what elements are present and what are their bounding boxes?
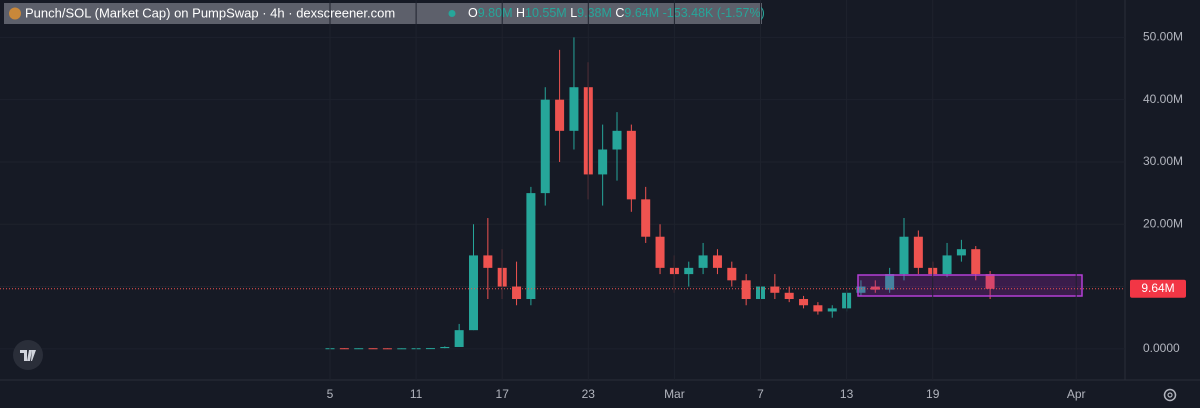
candle-body — [770, 286, 780, 293]
candle-body — [555, 99, 565, 131]
candle-body — [956, 249, 966, 256]
candle-body — [698, 255, 708, 268]
x-tick-label: 11 — [410, 387, 423, 401]
candle-body — [483, 255, 493, 268]
y-tick-label: 30.00M — [1143, 154, 1183, 168]
y-tick-label: 0.0000 — [1143, 341, 1180, 355]
legend-change: -153.48K (-1.57%) — [663, 6, 765, 20]
legend-value: 9.64M — [624, 6, 659, 20]
x-tick-label: 5 — [327, 387, 334, 401]
candle-body — [684, 267, 694, 275]
range-box — [857, 274, 1083, 297]
y-tick-label: 40.00M — [1143, 92, 1183, 106]
legend-box — [4, 3, 762, 24]
candle-body — [799, 299, 809, 306]
candle-body — [469, 255, 478, 331]
candle-body — [870, 286, 880, 290]
candle-body — [440, 346, 450, 349]
x-tick-label: 19 — [926, 387, 940, 401]
candle-body — [741, 280, 751, 300]
x-tick-label: Apr — [1067, 387, 1086, 401]
legend-value: 9.38M — [577, 6, 612, 20]
candle-body — [382, 348, 392, 350]
ohlc-legend: O9.80M H10.55M L9.38M C9.64M -153.48K (-… — [468, 6, 765, 20]
tv-logo — [13, 340, 43, 370]
legend-key: H — [516, 6, 525, 20]
y-tick-label: 20.00M — [1143, 216, 1183, 230]
candle-body — [612, 130, 622, 150]
candle-body — [784, 292, 794, 300]
candle-body — [641, 199, 651, 237]
candle-body — [985, 274, 995, 289]
candle-body — [339, 348, 349, 350]
candle-body — [655, 236, 665, 268]
candle-body — [913, 236, 923, 268]
chart-title: Punch/SOL (Market Cap) on PumpSwap · 4h … — [25, 5, 395, 20]
x-tick-label: 17 — [496, 387, 510, 401]
candle-body — [540, 99, 550, 194]
x-tick-label: 7 — [757, 387, 764, 401]
settings-icon[interactable] — [1163, 388, 1177, 402]
last-price-tag — [1130, 279, 1186, 298]
legend-key: O — [468, 6, 478, 20]
x-tick-label: Mar — [664, 387, 685, 401]
candle-body — [942, 255, 952, 275]
candle-body — [712, 255, 722, 268]
candle-body — [598, 149, 608, 175]
status-dot — [448, 10, 456, 17]
candle-body — [425, 348, 435, 350]
y-tick-label: 50.00M — [1143, 30, 1183, 44]
candle-body — [512, 286, 522, 300]
candle-body — [727, 267, 737, 281]
legend-value: 9.80M — [478, 6, 513, 20]
x-tick-label: 13 — [840, 387, 854, 401]
candle-body — [899, 236, 909, 275]
x-tick-label: 23 — [582, 387, 596, 401]
candle-body — [813, 305, 823, 312]
legend-key: C — [615, 6, 624, 20]
candle-body — [569, 87, 579, 131]
candle-body — [354, 348, 364, 350]
token-icon — [9, 7, 21, 20]
candle-body — [526, 193, 536, 300]
candle-body — [971, 249, 981, 275]
candle-body — [856, 286, 866, 293]
last-price-label: 9.64M — [1141, 281, 1174, 295]
legend-key: L — [570, 6, 577, 20]
candle-body — [626, 130, 636, 200]
candle-body — [454, 330, 464, 347]
candle-body — [368, 348, 378, 350]
legend-value: 10.55M — [525, 6, 567, 20]
candle-body — [827, 308, 837, 312]
candle-body — [885, 274, 895, 290]
candle-body — [397, 348, 407, 350]
